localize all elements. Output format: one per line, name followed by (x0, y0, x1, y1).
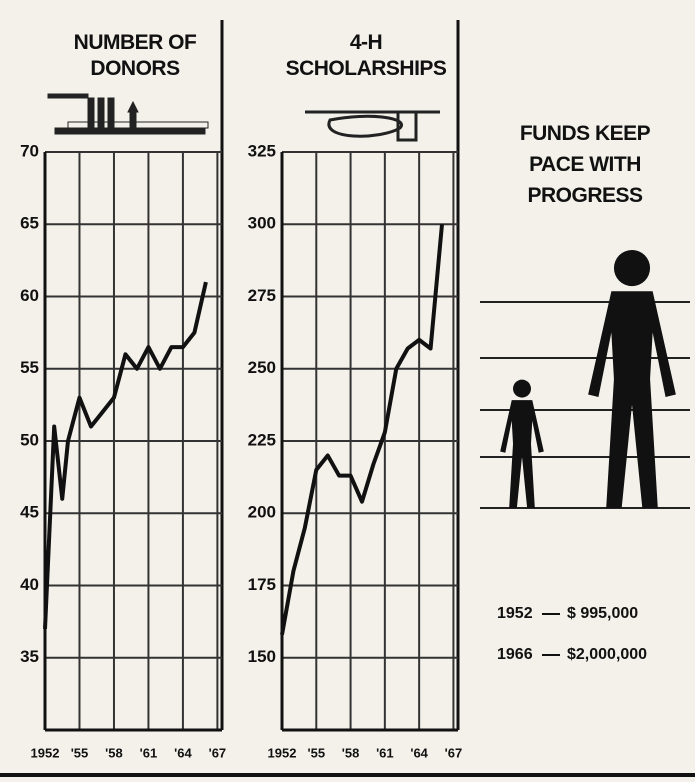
y-tick-label: 45 (20, 503, 39, 522)
y-tick-label: 40 (20, 575, 39, 594)
x-tick-label: '61 (140, 745, 158, 760)
x-tick-label: '58 (105, 745, 123, 760)
y-tick-label: 325 (248, 141, 276, 160)
y-tick-label: 275 (248, 286, 276, 305)
y-tick-label: 175 (248, 575, 276, 594)
page: 35 40 45 50 55 60 65 70 1952 '55 '58 '61 '64 '67 150 17… (0, 0, 695, 782)
data-line (45, 282, 206, 629)
y-tick-label: 225 (248, 430, 276, 449)
value-label: $2,000,000 (567, 646, 647, 663)
category-label: 1966 (497, 646, 533, 663)
x-tick-label: '55 (71, 745, 89, 760)
chart-title: 4-H SCHOLARSHIPS (276, 30, 456, 82)
person-figure (500, 380, 544, 508)
figure-head (614, 250, 650, 286)
figure-body (588, 291, 676, 508)
chart-title: FUNDS KEEP PACE WITH PROGRESS (505, 118, 665, 211)
y-tick-label: 65 (20, 214, 39, 233)
value-label: $ 995,000 (567, 605, 638, 622)
y-tick-label: 60 (20, 286, 39, 305)
chart-title: NUMBER OF DONORS (55, 30, 215, 82)
category-label: 1952 (497, 605, 533, 622)
y-tick-label: 150 (248, 647, 276, 666)
figure-body (500, 400, 544, 508)
y-tick-label: 35 (20, 647, 39, 666)
y-tick-label: 55 (20, 358, 39, 377)
x-tick-label: 1952 (268, 745, 297, 760)
y-tick-label: 250 (248, 358, 276, 377)
diploma-illustration (305, 112, 440, 140)
x-tick-label: '67 (445, 745, 463, 760)
x-tick-label: 1952 (31, 745, 60, 760)
person-figure (588, 250, 676, 508)
y-tick-label: 50 (20, 430, 39, 449)
y-tick-label: 200 (248, 503, 276, 522)
x-tick-label: '64 (410, 745, 428, 760)
x-tick-label: '55 (308, 745, 326, 760)
x-tick-label: '64 (174, 745, 192, 760)
truck-illustration (48, 94, 208, 134)
y-tick-label: 70 (20, 141, 39, 160)
y-tick-label: 300 (248, 214, 276, 233)
figure-head (513, 380, 531, 398)
x-tick-label: '67 (209, 745, 227, 760)
x-tick-label: '58 (342, 745, 360, 760)
x-tick-label: '61 (376, 745, 394, 760)
data-line (282, 224, 442, 634)
